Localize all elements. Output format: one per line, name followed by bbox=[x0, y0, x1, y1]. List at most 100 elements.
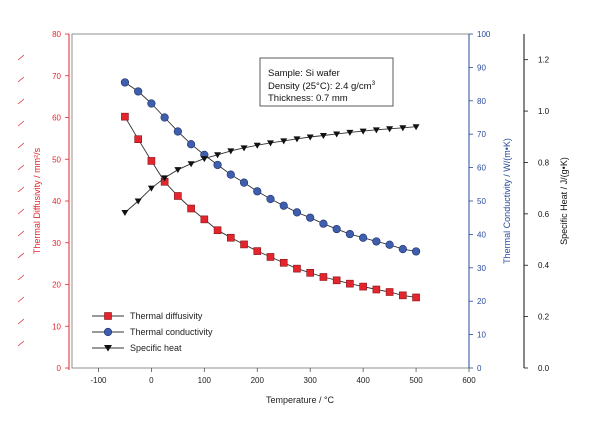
conductivity-tick-label: 30 bbox=[477, 264, 486, 273]
diffusivity-point bbox=[266, 253, 275, 261]
specific-heat-tick-label: 1.0 bbox=[538, 107, 550, 116]
specific-heat-axis-title: Specific Heat / J/(g•K) bbox=[559, 157, 569, 245]
conductivity-point bbox=[292, 208, 302, 217]
left-tick-label: 20 bbox=[52, 281, 61, 290]
specific-heat-point bbox=[280, 138, 288, 145]
edge-dash bbox=[17, 252, 25, 259]
diffusivity-point bbox=[253, 247, 262, 255]
left-tick-label: 0 bbox=[57, 364, 62, 373]
left-tick-label: 70 bbox=[52, 72, 61, 81]
specific-heat-point bbox=[214, 152, 222, 159]
conductivity-point bbox=[253, 187, 262, 196]
edge-dash bbox=[17, 98, 25, 105]
diffusivity-point bbox=[293, 264, 301, 273]
conductivity-point bbox=[385, 240, 394, 249]
conductivity-point bbox=[345, 229, 355, 239]
diffusivity-point bbox=[332, 276, 341, 285]
conductivity-tick-label: 50 bbox=[477, 197, 486, 206]
specific-heat-point bbox=[187, 161, 195, 168]
legend-marker-diffusivity bbox=[104, 312, 112, 320]
x-tick-label: 0 bbox=[149, 376, 154, 385]
sample-info-line2-sup: 3 bbox=[372, 80, 376, 87]
specific-heat-point bbox=[306, 134, 314, 141]
conductivity-tick-label: 100 bbox=[477, 30, 491, 39]
x-axis-title: Temperature / °C bbox=[266, 395, 335, 405]
specific-heat-point bbox=[293, 136, 301, 143]
x-tick-label: -100 bbox=[90, 376, 107, 385]
specific-heat-point bbox=[319, 132, 327, 139]
diffusivity-point bbox=[372, 285, 381, 294]
conductivity-tick-label: 60 bbox=[477, 164, 486, 173]
specific-heat-point bbox=[359, 128, 367, 135]
conductivity-tick-label: 20 bbox=[477, 297, 486, 306]
series-layer bbox=[120, 78, 421, 302]
edge-dash bbox=[17, 164, 25, 171]
edge-dash bbox=[17, 318, 25, 325]
diffusivity-point bbox=[359, 282, 367, 291]
diffusivity-point bbox=[346, 279, 354, 288]
diffusivity-point bbox=[213, 226, 222, 235]
conductivity-tick-label: 90 bbox=[477, 63, 486, 72]
edge-dash bbox=[17, 142, 25, 149]
x-tick-label: 400 bbox=[356, 376, 370, 385]
legend-marker-specific-heat bbox=[104, 345, 112, 352]
x-tick-label: 100 bbox=[198, 376, 212, 385]
diffusivity-point bbox=[187, 204, 195, 213]
specific-heat-point bbox=[200, 156, 208, 163]
x-tick-label: 500 bbox=[409, 376, 423, 385]
specific-heat-tick-label: 0.2 bbox=[538, 313, 550, 322]
conductivity-point bbox=[187, 140, 196, 149]
conductivity-point bbox=[134, 87, 143, 96]
left-tick-label: 60 bbox=[52, 114, 61, 123]
edge-dash bbox=[17, 186, 25, 193]
specific-heat-tick-label: 0.0 bbox=[538, 364, 550, 373]
conductivity-point bbox=[160, 113, 169, 122]
diffusivity-point bbox=[227, 233, 235, 242]
conductivity-point bbox=[120, 78, 130, 87]
specific-heat-point bbox=[147, 185, 155, 192]
conductivity-point bbox=[398, 244, 407, 254]
conductivity-point bbox=[319, 219, 328, 228]
conductivity-point bbox=[279, 201, 288, 210]
left-axis-title: Thermal Diffusivity / mm²/s bbox=[32, 147, 42, 254]
conductivity-tick-label: 70 bbox=[477, 130, 486, 139]
edge-dash bbox=[17, 54, 25, 61]
edge-dash bbox=[17, 296, 25, 303]
sample-info-box: Sample: Si wafer Density (25°C): 2.4 g/c… bbox=[259, 57, 394, 107]
x-tick-label: 300 bbox=[304, 376, 318, 385]
diffusivity-point bbox=[134, 135, 142, 144]
conductivity-point bbox=[226, 170, 235, 179]
sample-info-line2: Density (25°C): 2.4 g/cm3 bbox=[268, 80, 376, 92]
left-tick-label: 80 bbox=[52, 30, 61, 39]
specific-heat-point bbox=[399, 125, 407, 132]
conductivity-axis-title: Thermal Conductivity / W/(m•K) bbox=[502, 138, 512, 264]
edge-dash bbox=[17, 120, 25, 127]
left-tick-label: 40 bbox=[52, 197, 61, 206]
specific-heat-point bbox=[267, 140, 274, 147]
conductivity-point bbox=[411, 247, 421, 256]
legend-marker-conductivity bbox=[103, 327, 113, 337]
legend: Thermal diffusivity Thermal conductivity… bbox=[92, 311, 213, 353]
dash-decorations bbox=[17, 54, 25, 347]
diffusivity-point bbox=[385, 288, 394, 296]
specific-heat-point bbox=[134, 198, 142, 205]
conductivity-tick-label: 10 bbox=[477, 331, 486, 340]
diffusivity-point bbox=[147, 157, 156, 165]
specific-heat-point bbox=[161, 175, 169, 182]
conductivity-point bbox=[306, 213, 315, 222]
conductivity-tick-label: 80 bbox=[477, 97, 486, 106]
specific-heat-tick-label: 0.4 bbox=[538, 261, 550, 270]
x-tick-label: 200 bbox=[251, 376, 265, 385]
edge-dash bbox=[17, 208, 25, 215]
edge-dash bbox=[17, 230, 25, 237]
sample-info-line3: Thickness: 0.7 mm bbox=[268, 93, 348, 104]
conductivity-point bbox=[332, 224, 341, 234]
conductivity-point bbox=[359, 233, 368, 242]
left-tick-label: 50 bbox=[52, 155, 61, 164]
x-tick-label: 600 bbox=[462, 376, 476, 385]
conductivity-point bbox=[239, 178, 249, 187]
conductivity-point bbox=[266, 194, 275, 204]
legend-label-specific-heat: Specific heat bbox=[130, 343, 182, 353]
sample-info-line2-text: Density (25°C): 2.4 g/cm bbox=[268, 81, 372, 92]
diffusivity-point bbox=[399, 291, 407, 300]
